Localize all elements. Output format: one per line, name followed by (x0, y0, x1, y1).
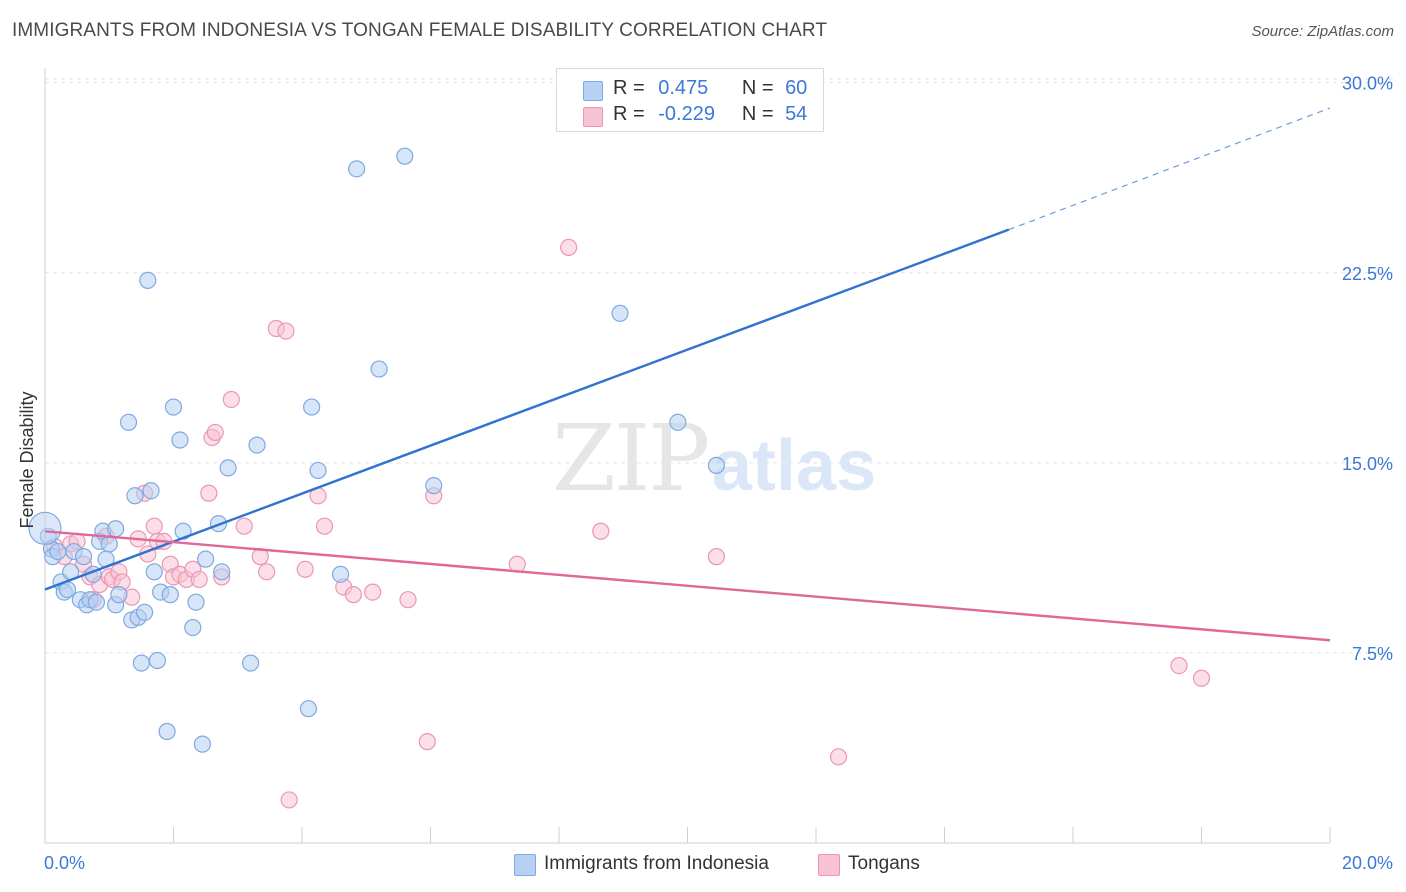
indonesia-point (158, 722, 176, 741)
indonesia-trend-line (44, 228, 1010, 591)
gridlines (45, 78, 1393, 654)
indonesia-point (145, 563, 163, 581)
indonesia-point (242, 654, 260, 672)
indonesia-trend-extension (1008, 107, 1331, 231)
bottom-legend-swatch-tongans (818, 854, 840, 876)
stats-legend: R = 0.475 N = 60 R = -0.229 N = 54 (556, 68, 824, 132)
tongans-point (344, 586, 362, 604)
indonesia-point (213, 563, 231, 581)
tongans-point (707, 548, 726, 566)
indonesia-point (148, 651, 167, 670)
indonesia-point (248, 436, 266, 454)
y-tick-labels: 7.5% 15.0% 22.5% 30.0% (1342, 74, 1393, 664)
indonesia-point (669, 413, 687, 431)
tongans-point (315, 517, 334, 535)
y-tick-label: 7.5% (1352, 644, 1393, 664)
indonesia-point (187, 593, 205, 611)
legend-n-label: N = (741, 77, 774, 99)
indonesia-point (110, 586, 128, 604)
chart-title: IMMIGRANTS FROM INDONESIA VS TONGAN FEMA… (12, 20, 828, 41)
y-axis-label: Female Disability (17, 391, 37, 528)
indonesia-point (348, 160, 366, 178)
x-tick-min: 0.0% (44, 853, 85, 873)
indonesia-points (28, 147, 726, 753)
tongans-points (46, 238, 1211, 809)
tongans-point (145, 517, 163, 535)
indonesia-point (370, 360, 388, 378)
axes (44, 68, 1331, 844)
tongans-point (560, 238, 578, 257)
tongans-point (296, 560, 314, 578)
legend-r-value-indonesia: 0.475 (658, 77, 709, 99)
tongans-point (592, 522, 610, 540)
indonesia-point (611, 304, 629, 322)
tongans-point (258, 563, 276, 581)
y-tick-label: 15.0% (1342, 454, 1393, 474)
trend-lines (44, 107, 1331, 642)
bottom-legend-swatch-indonesia (514, 854, 536, 876)
legend-swatch-indonesia (583, 81, 603, 101)
indonesia-point-large (28, 511, 62, 545)
indonesia-point (119, 413, 138, 431)
indonesia-point (396, 147, 414, 165)
tongans-point (1170, 656, 1188, 675)
tongans-point (364, 583, 382, 601)
watermark: ZIP atlas (552, 405, 876, 512)
indonesia-point (309, 461, 327, 480)
x-tick-max: 20.0% (1342, 853, 1393, 873)
legend-n-label: N = (741, 103, 774, 125)
bottom-legend-label-indonesia: Immigrants from Indonesia (544, 853, 769, 874)
indonesia-point (132, 654, 150, 672)
indonesia-point (126, 487, 144, 505)
y-tick-label: 22.5% (1342, 264, 1393, 284)
tongans-point (277, 322, 295, 340)
tongans-point (200, 484, 218, 502)
tongans-point (418, 733, 436, 751)
indonesia-point (161, 586, 179, 604)
indonesia-point (303, 398, 321, 416)
indonesia-point (107, 520, 125, 538)
legend-swatch-tongans (583, 107, 603, 127)
indonesia-point (219, 459, 237, 477)
y-tick-label: 30.0% (1342, 74, 1393, 94)
indonesia-point (142, 482, 160, 500)
watermark-atlas: atlas (712, 426, 876, 506)
indonesia-point (299, 700, 318, 718)
legend-n-value-tongans: 54 (785, 103, 808, 125)
indonesia-point (707, 456, 726, 474)
tongans-trend-line (44, 530, 1331, 642)
indonesia-point (184, 618, 202, 637)
indonesia-point (164, 398, 183, 416)
tongans-point (222, 390, 240, 409)
source-label: Source: ZipAtlas.com (1251, 23, 1394, 40)
bottom-legend-label-tongans: Tongans (848, 853, 920, 874)
tongans-point (399, 591, 417, 609)
indonesia-point (74, 548, 93, 566)
indonesia-point (49, 542, 67, 561)
indonesia-point (139, 271, 157, 289)
tongans-point (280, 791, 298, 809)
indonesia-point (425, 477, 443, 495)
tongans-point (235, 517, 253, 535)
indonesia-point (171, 431, 189, 449)
tongans-point (1192, 669, 1211, 687)
legend-r-label: R = (613, 77, 645, 99)
indonesia-point (135, 603, 154, 621)
indonesia-point (193, 735, 212, 753)
tongans-point (206, 423, 224, 442)
tongans-point (829, 748, 848, 766)
tongans-point (190, 570, 208, 589)
indonesia-point (331, 565, 350, 583)
legend-r-value-tongans: -0.229 (658, 103, 715, 125)
legend-r-label: R = (613, 103, 645, 125)
indonesia-point (87, 593, 106, 611)
indonesia-point (197, 550, 215, 568)
legend-n-value-indonesia: 60 (785, 77, 808, 99)
